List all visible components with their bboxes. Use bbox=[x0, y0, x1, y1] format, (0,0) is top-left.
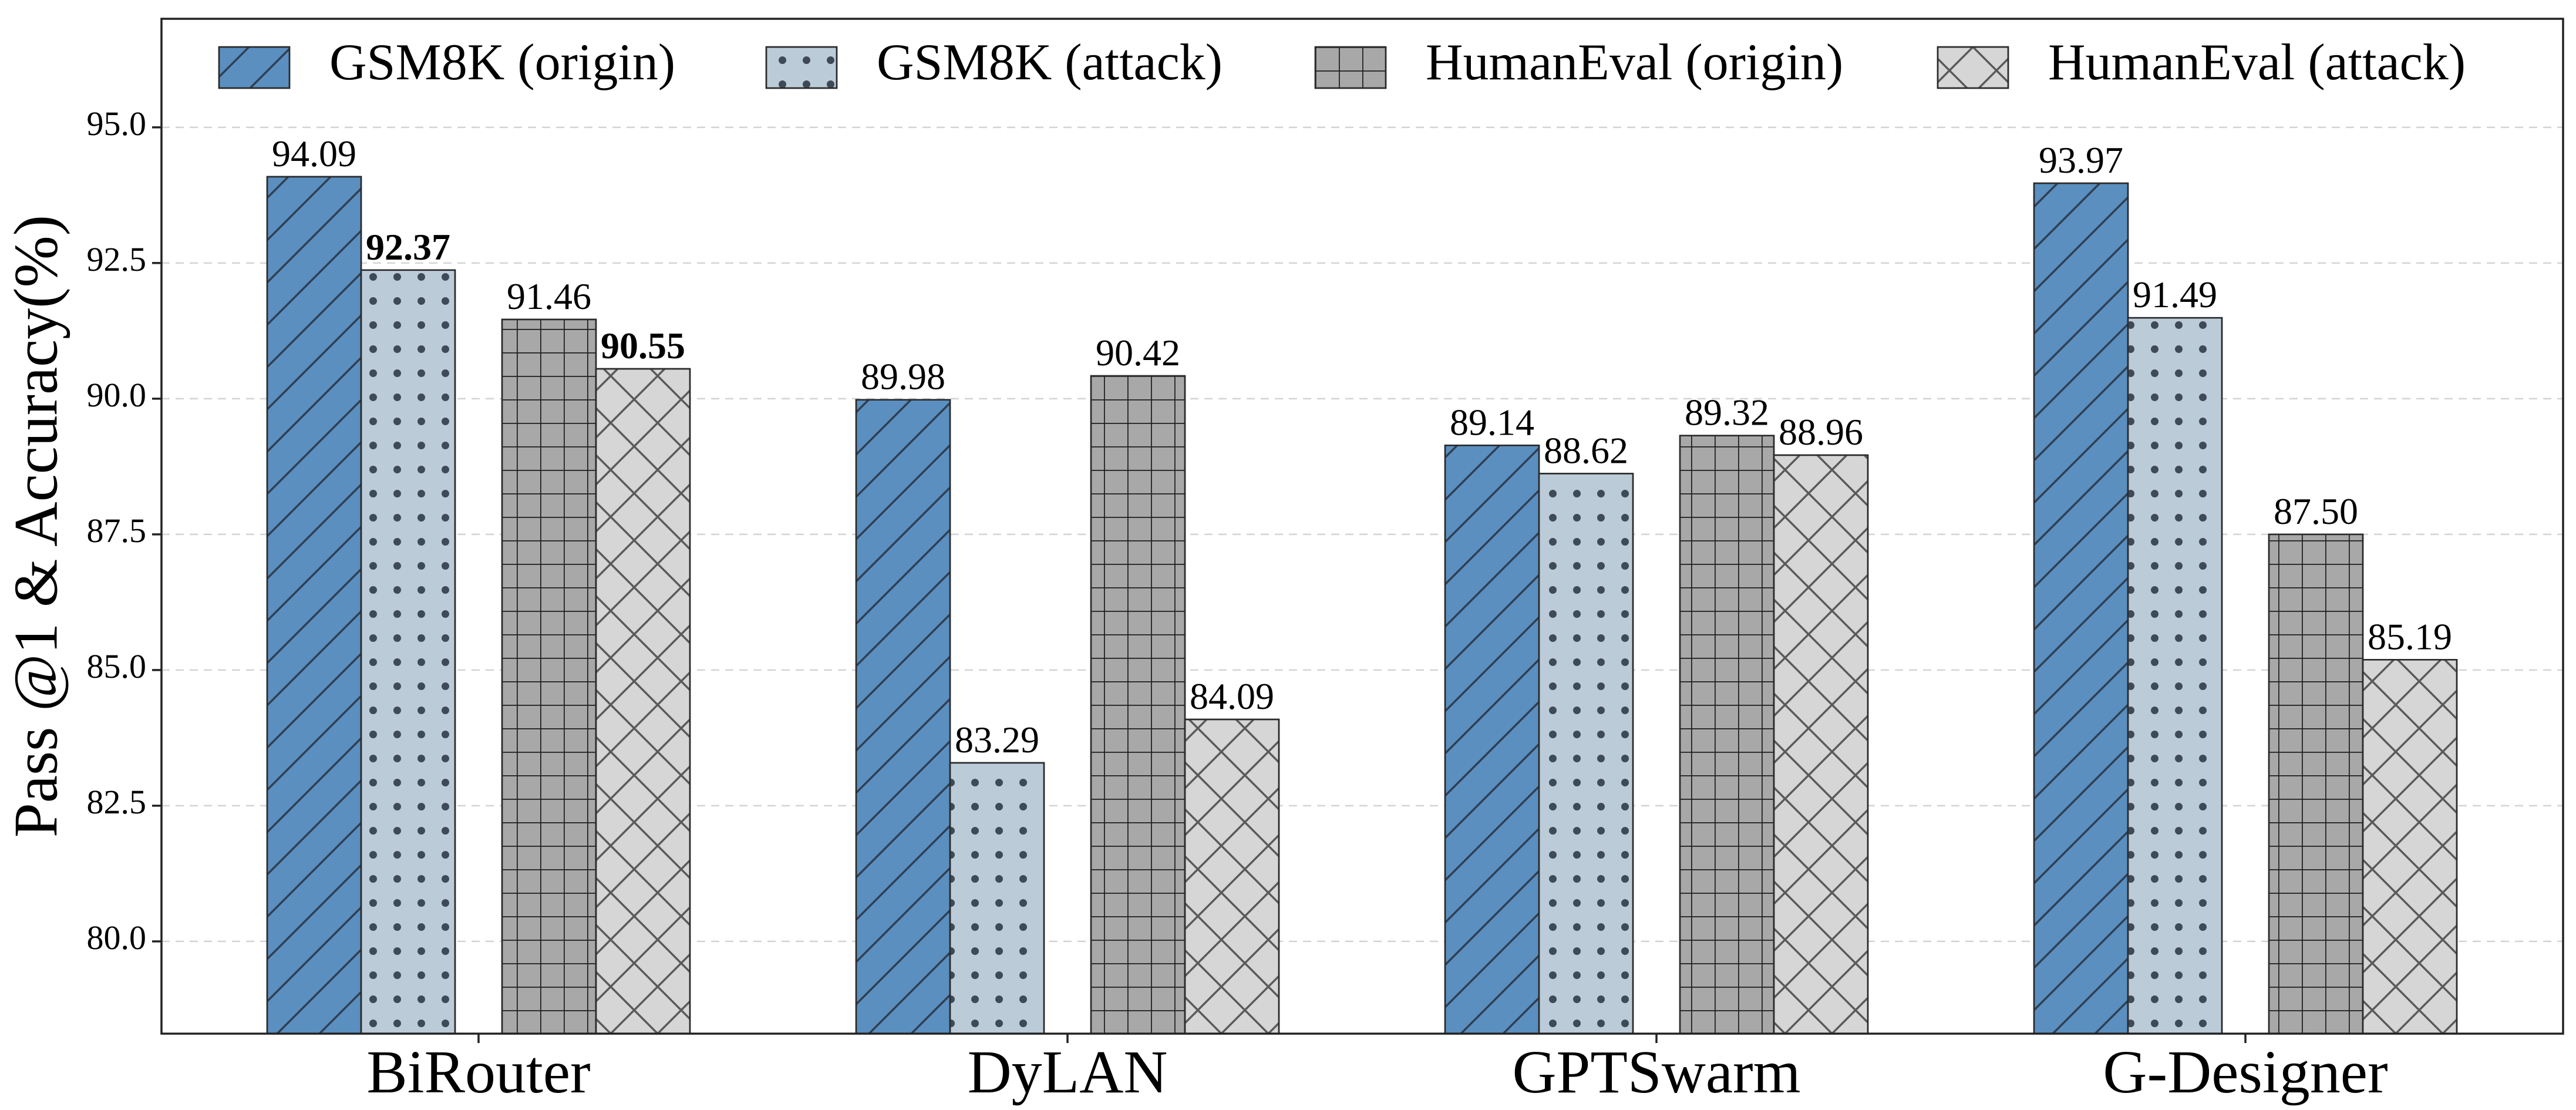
bar-humaneval-attack-birouter-hatch bbox=[595, 368, 691, 1034]
y-tick-label: 85.0 bbox=[87, 647, 147, 685]
y-axis: 80.0 82.5 85.0 87.5 90.0 92.5 95.0 bbox=[87, 105, 161, 957]
bar-value-label: 91.46 bbox=[507, 275, 591, 317]
x-axis: BiRouter DyLAN GPTSwarm G-Designer bbox=[366, 1034, 2388, 1106]
bar-gsm8k-origin-g-designer-hatch bbox=[2033, 182, 2129, 1034]
bar-gsm8k-attack-g-designer-hatch bbox=[2127, 317, 2223, 1034]
bar-value-label: 83.29 bbox=[955, 719, 1039, 761]
bar-humaneval-origin-gptswarm-hatch bbox=[1679, 435, 1775, 1034]
bar-value-label: 84.09 bbox=[1190, 675, 1274, 717]
bar-gsm8k-origin-birouter-hatch bbox=[266, 176, 362, 1034]
bar-value-label: 85.19 bbox=[2368, 615, 2452, 657]
legend-swatch-hatch bbox=[765, 46, 838, 89]
y-tick-label: 82.5 bbox=[87, 783, 147, 821]
bar-humaneval-origin-birouter-hatch bbox=[501, 318, 597, 1034]
bar-humaneval-origin-g-designer-hatch bbox=[2268, 533, 2364, 1034]
legend-swatch-hatch bbox=[218, 46, 291, 89]
legend-item-gsm8k-attack: GSM8K (attack) bbox=[765, 34, 1223, 91]
bar-humaneval-attack-g-designer-hatch bbox=[2362, 659, 2458, 1034]
bar-value-label: 87.50 bbox=[2274, 490, 2358, 532]
legend-item-humaneval-origin: HumanEval (origin) bbox=[1314, 34, 1843, 91]
bar-value-label: 92.37 bbox=[366, 226, 450, 268]
bar-gsm8k-attack-dylan-hatch bbox=[949, 762, 1045, 1034]
y-axis-label: Pass @1 & Accuracy(%) bbox=[1, 215, 70, 837]
bars bbox=[266, 176, 2458, 1034]
bar-value-label: 89.32 bbox=[1685, 392, 1769, 433]
y-tick-label: 92.5 bbox=[87, 240, 147, 278]
legend-swatch-hatch bbox=[1314, 46, 1387, 89]
bar-value-label: 91.49 bbox=[2133, 274, 2217, 315]
bar-value-label: 94.09 bbox=[272, 133, 356, 174]
bar-value-label: 88.96 bbox=[1779, 411, 1863, 453]
legend: GSM8K (origin) GSM8K (attack) HumanEval (o… bbox=[218, 34, 2466, 91]
bar-humaneval-attack-dylan-hatch bbox=[1184, 718, 1280, 1034]
legend-label: GSM8K (origin) bbox=[329, 34, 675, 91]
legend-item-gsm8k-origin: GSM8K (origin) bbox=[218, 34, 675, 91]
x-tick-label-birouter: BiRouter bbox=[366, 1038, 590, 1106]
bar-value-labels: 94.09 89.98 89.14 93.97 92.37 83.29 88.62 91.49… bbox=[272, 133, 2452, 761]
bar-gsm8k-origin-gptswarm-hatch bbox=[1444, 445, 1540, 1034]
bar-value-label: 93.97 bbox=[2039, 139, 2123, 181]
y-tick-label: 80.0 bbox=[87, 919, 147, 957]
bar-humaneval-attack-gptswarm-hatch bbox=[1773, 454, 1869, 1034]
bar-gsm8k-origin-dylan-hatch bbox=[855, 399, 951, 1034]
legend-label: GSM8K (attack) bbox=[877, 34, 1223, 91]
legend-item-humaneval-attack: HumanEval (attack) bbox=[1937, 34, 2466, 91]
legend-swatch-hatch bbox=[1937, 46, 2009, 89]
legend-label: HumanEval (origin) bbox=[1426, 34, 1843, 91]
y-tick-label: 87.5 bbox=[87, 512, 147, 550]
bar-value-label: 89.98 bbox=[861, 356, 945, 398]
plot-frame bbox=[160, 18, 2564, 1035]
bar-gsm8k-attack-gptswarm-hatch bbox=[1538, 473, 1634, 1034]
y-tick-label: 90.0 bbox=[87, 376, 147, 414]
bar-humaneval-origin-dylan-hatch bbox=[1090, 375, 1186, 1034]
x-tick-label-dylan: DyLAN bbox=[968, 1038, 1168, 1106]
legend-label: HumanEval (attack) bbox=[2048, 34, 2466, 91]
x-tick-label-gptswarm: GPTSwarm bbox=[1512, 1038, 1800, 1106]
bar-value-label: 89.14 bbox=[1450, 401, 1534, 443]
bar-value-label: 88.62 bbox=[1544, 429, 1628, 471]
y-tick-label: 95.0 bbox=[87, 105, 147, 143]
bar-value-label: 90.42 bbox=[1096, 332, 1180, 374]
x-tick-label-g-designer: G-Designer bbox=[2103, 1038, 2388, 1106]
bar-value-label: 90.55 bbox=[601, 325, 685, 366]
bar-gsm8k-attack-birouter-hatch bbox=[360, 269, 456, 1034]
